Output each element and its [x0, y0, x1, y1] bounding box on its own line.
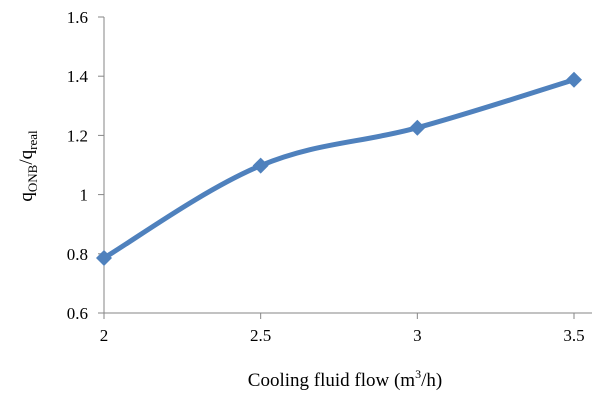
y-axis-title-slash-q: /q [16, 149, 37, 164]
x-tick-label: 3 [413, 326, 422, 345]
data-point-marker [252, 157, 269, 174]
y-axis-title-sub-real: real [25, 130, 40, 150]
data-point-marker [409, 119, 426, 136]
x-tick-label: 2 [100, 326, 109, 345]
x-tick-label: 3.5 [563, 326, 584, 345]
y-tick-label: 1.4 [67, 67, 89, 86]
data-point-marker [96, 249, 112, 266]
x-axis-title: Cooling fluid flow (m3/h) [248, 367, 442, 391]
y-tick-label: 0.8 [67, 245, 88, 264]
y-axis-title-q: q [16, 192, 37, 202]
y-tick-label: 1 [80, 186, 89, 205]
y-tick-label: 1.2 [67, 126, 88, 145]
x-tick-label: 2.5 [250, 326, 271, 345]
series-line [101, 77, 577, 261]
y-tick-label: 0.6 [67, 304, 88, 323]
data-point-marker [566, 71, 582, 88]
plot-area: 0.6 0.8 1 1.2 1.4 1.6 2 2.5 3 3.5 [67, 8, 592, 345]
y-tick-label: 1.6 [67, 8, 88, 27]
x-axis-title-superscript: 3 [415, 367, 421, 381]
y-axis-title: qONB/qreal [16, 130, 40, 202]
x-axis-title-main: Cooling fluid flow (m [248, 370, 416, 391]
x-axis-title-tail: /h) [421, 370, 442, 391]
y-axis-title-sub-onb: ONB [25, 164, 40, 192]
